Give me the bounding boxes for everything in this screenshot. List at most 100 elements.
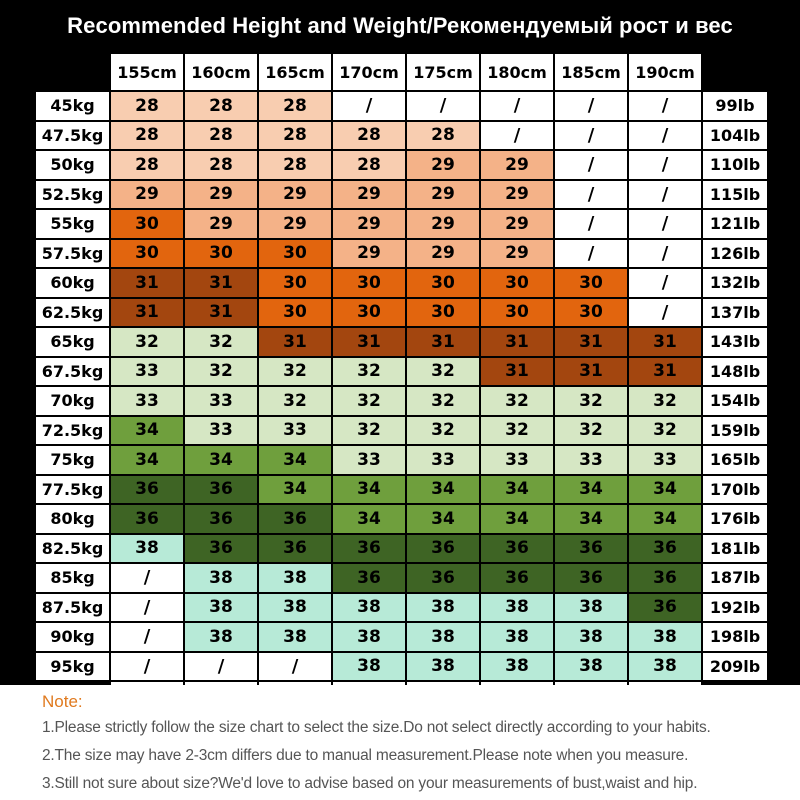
size-cell: 29 [407,151,479,179]
size-cell: 34 [111,446,183,474]
size-cell: 31 [333,328,405,356]
size-cell: / [555,210,627,238]
weight-kg-label: 65kg [36,328,109,356]
size-cell: 30 [259,239,331,267]
size-cell: 28 [333,151,405,179]
size-cell: / [111,564,183,592]
size-cell: 32 [629,416,701,444]
size-cell: 33 [185,387,257,415]
weight-kg-label: 72.5kg [36,416,109,444]
note-line-1: 1.Please strictly follow the size chart … [42,719,711,736]
size-cell: 30 [185,239,257,267]
size-cell: 32 [629,387,701,415]
size-cell: 29 [333,180,405,208]
note-title: Note: [42,692,83,711]
size-cell: 32 [481,387,553,415]
size-cell: 32 [333,416,405,444]
size-cell: 36 [555,564,627,592]
weight-lb-label: 209lb [703,652,767,680]
size-cell: 31 [259,328,331,356]
size-cell: 32 [333,357,405,385]
weight-kg-label: 82.5kg [36,534,109,562]
size-cell: 36 [407,534,479,562]
weight-kg-label: 87.5kg [36,593,109,621]
weight-lb-label: 176lb [703,505,767,533]
size-cell: 38 [481,652,553,680]
height-header: 185cm [555,54,627,90]
weight-kg-label: 80kg [36,505,109,533]
size-cell: 31 [481,328,553,356]
size-cell: 36 [629,564,701,592]
weight-lb-label: 99lb [703,92,767,120]
size-cell: 36 [185,534,257,562]
size-cell: 34 [481,505,553,533]
size-cell: 34 [407,475,479,503]
size-cell: 32 [185,357,257,385]
size-cell: 31 [407,328,479,356]
size-cell: 29 [259,180,331,208]
size-cell: 36 [259,505,331,533]
size-cell: 38 [407,652,479,680]
size-cell: 28 [333,121,405,149]
height-header: 155cm [111,54,183,90]
size-cell: 38 [259,564,331,592]
size-cell: / [555,121,627,149]
size-cell: 29 [481,210,553,238]
size-cell: 32 [555,416,627,444]
size-cell: 38 [259,623,331,651]
size-cell: / [629,121,701,149]
size-cell: / [111,593,183,621]
size-cell: 30 [259,298,331,326]
size-cell: 36 [185,475,257,503]
size-cell: 31 [555,328,627,356]
size-cell: 38 [555,593,627,621]
height-header: 175cm [407,54,479,90]
weight-lb-label: 192lb [703,593,767,621]
size-cell: 34 [259,475,331,503]
height-header: 180cm [481,54,553,90]
size-cell: 31 [629,357,701,385]
size-cell: 32 [185,328,257,356]
weight-lb-label: 115lb [703,180,767,208]
size-cell: 32 [407,387,479,415]
size-cell: 32 [481,416,553,444]
size-cell: 30 [481,298,553,326]
weight-lb-label: 148lb [703,357,767,385]
corner-cell-right [703,54,767,90]
size-cell: 30 [111,239,183,267]
size-cell: 30 [481,269,553,297]
size-cell: 38 [185,564,257,592]
size-cell: 33 [111,387,183,415]
size-cell: 29 [407,239,479,267]
size-cell: / [629,92,701,120]
weight-kg-label: 57.5kg [36,239,109,267]
size-cell: 36 [333,534,405,562]
size-cell: 33 [111,357,183,385]
weight-lb-label: 143lb [703,328,767,356]
size-cell: 38 [481,623,553,651]
size-cell: 30 [407,298,479,326]
weight-lb-label: 154lb [703,387,767,415]
size-cell: 32 [555,387,627,415]
weight-kg-label: 95kg [36,652,109,680]
size-cell: 29 [407,180,479,208]
size-cell: 32 [259,357,331,385]
size-cell: 32 [407,357,479,385]
size-cell: / [629,210,701,238]
size-cell: 29 [407,210,479,238]
weight-kg-label: 55kg [36,210,109,238]
weight-lb-label: 187lb [703,564,767,592]
weight-kg-label: 62.5kg [36,298,109,326]
size-cell: 38 [407,593,479,621]
height-header: 160cm [185,54,257,90]
size-cell: / [259,652,331,680]
size-cell: 33 [629,446,701,474]
size-cell: 33 [185,416,257,444]
size-cell: 29 [111,180,183,208]
weight-lb-label: 181lb [703,534,767,562]
weight-lb-label: 132lb [703,269,767,297]
size-cell: 34 [259,446,331,474]
size-cell: / [629,298,701,326]
size-cell: 31 [111,298,183,326]
size-grid: 155cm 160cm 165cm 170cm 175cm 180cm 185cm 190cm… [36,54,767,710]
